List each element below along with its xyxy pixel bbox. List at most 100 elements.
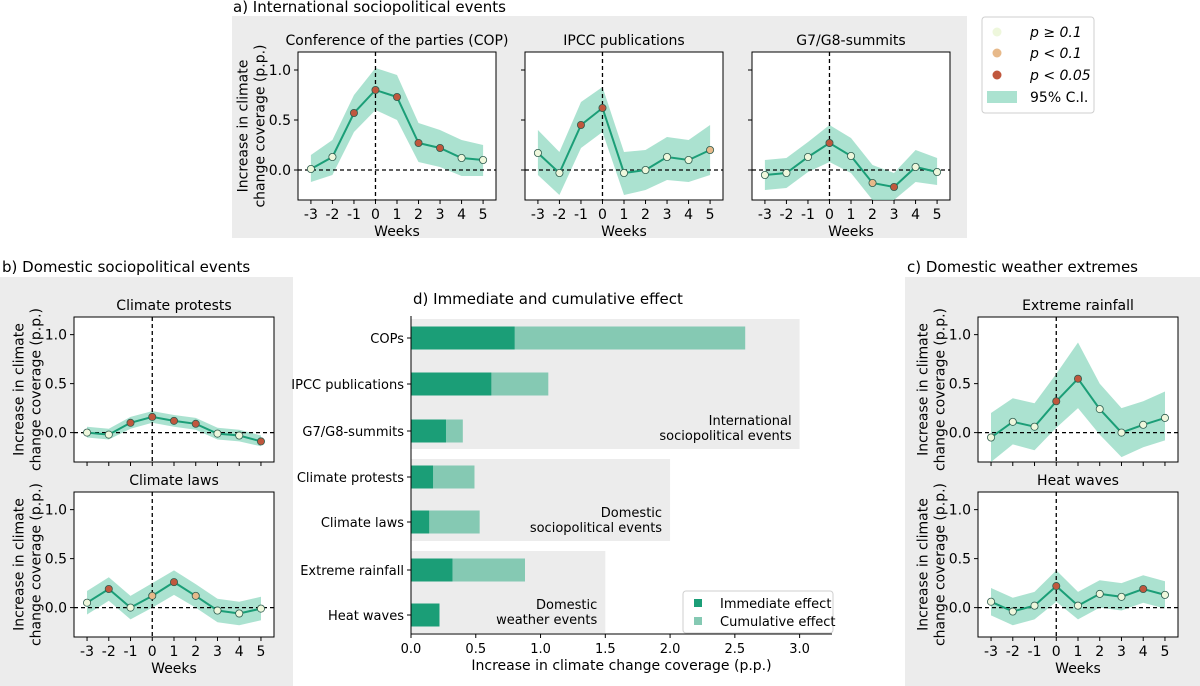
ipcc-point xyxy=(555,168,564,177)
bar-immediate xyxy=(411,465,434,489)
category-label: Extreme rainfall xyxy=(300,564,404,579)
cop-ylabel-line2: change coverage (p.p.) xyxy=(252,44,268,207)
category-label: Climate protests xyxy=(297,471,404,486)
ipcc-xlabel: Weeks xyxy=(601,224,647,240)
heat-panel: 0.0 0.5 1.0 -3 -2 -1 0 1 2 3 4 5 Heat waves Weeks Incr… xyxy=(916,473,1179,677)
heat-xtick-label: -1 xyxy=(1028,644,1042,660)
heat-title: Heat waves xyxy=(1037,473,1119,489)
g7-point xyxy=(933,167,942,176)
heat-xtick-label: 3 xyxy=(1117,644,1126,660)
g7-xtick-label: -1 xyxy=(801,207,815,223)
ipcc-panel: -3 -2 -1 0 1 2 3 4 5 IPCC publications Weeks xyxy=(521,33,724,240)
heat-point xyxy=(1074,601,1083,610)
laws-point xyxy=(191,591,200,600)
bar-immediate xyxy=(411,603,440,627)
g7-xtick-label: 0 xyxy=(825,207,834,223)
laws-point xyxy=(104,584,113,593)
significance-legend: p ≥ 0.1 p < 0.1 p < 0.05 95% C.I. xyxy=(981,16,1095,114)
ipcc-xtick-label: 2 xyxy=(641,207,650,223)
heat-point xyxy=(1008,607,1017,616)
xtick-label: 2.0 xyxy=(660,642,681,657)
g7-xtick-label: 5 xyxy=(933,207,942,223)
rainfall-point xyxy=(1052,397,1061,406)
rainfall-panel: 0.0 0.5 1.0 Extreme rainfall Increase in cli… xyxy=(916,298,1179,471)
cop-xlabel: Weeks xyxy=(374,224,420,240)
rainfall-point xyxy=(1008,417,1017,426)
heat-point xyxy=(1030,601,1039,610)
protests-ylabel: Increase in climatechange coverage (p.p.… xyxy=(12,308,45,471)
xtick-label: 0.5 xyxy=(465,642,486,657)
cop-axes xyxy=(297,51,497,201)
laws-ytick-label: 1.0 xyxy=(45,503,67,519)
heat-point xyxy=(1052,582,1061,591)
group-label-line1: Domestic xyxy=(601,506,662,521)
cop-panel: 0.0 0.5 1.0 -3 -2 -1 0 1 2 3 4 5 Conference of the p… xyxy=(236,33,509,240)
ipcc-point xyxy=(576,121,585,130)
laws-xtick-label: 4 xyxy=(235,644,244,660)
laws-xtick-label: 3 xyxy=(213,644,222,660)
protests-point xyxy=(213,429,222,438)
section-a-title: a) International sociopolitical events xyxy=(233,0,506,16)
cop-point xyxy=(371,86,380,95)
g7-xtick-label: -2 xyxy=(779,207,793,223)
cop-point xyxy=(392,93,401,102)
bar-immediate xyxy=(411,326,515,350)
rainfall-point xyxy=(1095,405,1104,414)
legend-marker-p-lt-0-05 xyxy=(992,70,1002,80)
laws-ylabel-line1: Increase in climate xyxy=(12,498,28,631)
laws-xtick-label: 1 xyxy=(170,644,179,660)
g7-xtick-label: 4 xyxy=(911,207,920,223)
protests-point xyxy=(83,428,92,437)
heat-point xyxy=(1095,589,1104,598)
legend-label-p-ge-0-1: p ≥ 0.1 xyxy=(1029,25,1082,41)
laws-point xyxy=(148,591,157,600)
g7-point xyxy=(825,138,834,147)
ipcc-xtick-label: 0 xyxy=(598,207,607,223)
heat-point xyxy=(1117,592,1126,601)
laws-ylabel-line2: change coverage (p.p.) xyxy=(28,483,44,646)
protests-point xyxy=(191,419,200,428)
ipcc-point xyxy=(663,152,672,161)
rainfall-ylabel: Increase in climatechange coverage (p.p.… xyxy=(916,308,949,471)
ipcc-point xyxy=(598,104,607,113)
rainfall-point xyxy=(1139,420,1148,429)
g7-point xyxy=(847,151,856,160)
legend-label-p-lt-0-1: p < 0.1 xyxy=(1029,46,1082,62)
rainfall-point xyxy=(1074,374,1083,383)
xtick-label: 2.5 xyxy=(725,642,746,657)
protests-point xyxy=(126,418,135,427)
protests-point xyxy=(235,431,244,440)
heat-xtick-label: -3 xyxy=(984,644,998,660)
protests-ytick-label: 0.5 xyxy=(45,377,67,393)
g7-point xyxy=(890,182,899,191)
cop-ytick-label: 0.0 xyxy=(269,163,291,179)
heat-ytick-label: 0.0 xyxy=(949,601,971,617)
g7-xtick-label: 3 xyxy=(890,207,899,223)
protests-ylabel-line1: Increase in climate xyxy=(12,323,28,456)
cop-point xyxy=(306,164,315,173)
cop-xtick-label: 0 xyxy=(371,207,380,223)
legend-swatch-cumulative xyxy=(694,617,702,625)
rainfall-point xyxy=(1160,413,1169,422)
group-label-line2: sociopolitical events xyxy=(659,429,791,444)
cop-xtick-label: -2 xyxy=(325,207,339,223)
cop-point xyxy=(414,138,423,147)
heat-xtick-label: -2 xyxy=(1006,644,1020,660)
ipcc-point xyxy=(706,145,715,154)
laws-xtick-label: -1 xyxy=(124,644,138,660)
cop-point xyxy=(479,155,488,164)
ipcc-point xyxy=(620,168,629,177)
ipcc-ci-band xyxy=(537,87,711,195)
heat-xtick-label: 1 xyxy=(1074,644,1083,660)
laws-xtick-label: 2 xyxy=(191,644,200,660)
g7-xlabel: Weeks xyxy=(828,224,874,240)
legend-label-ci: 95% C.I. xyxy=(1030,90,1088,106)
bar-immediate xyxy=(411,372,492,396)
effects-legend: Immediate effect Cumulative effect xyxy=(682,590,836,634)
group-label-line2: sociopolitical events xyxy=(530,521,662,536)
laws-point xyxy=(213,606,222,615)
laws-ylabel: Increase in climatechange coverage (p.p.… xyxy=(12,483,45,646)
category-label: G7/G8-summits xyxy=(302,425,404,440)
rainfall-point xyxy=(987,433,996,442)
